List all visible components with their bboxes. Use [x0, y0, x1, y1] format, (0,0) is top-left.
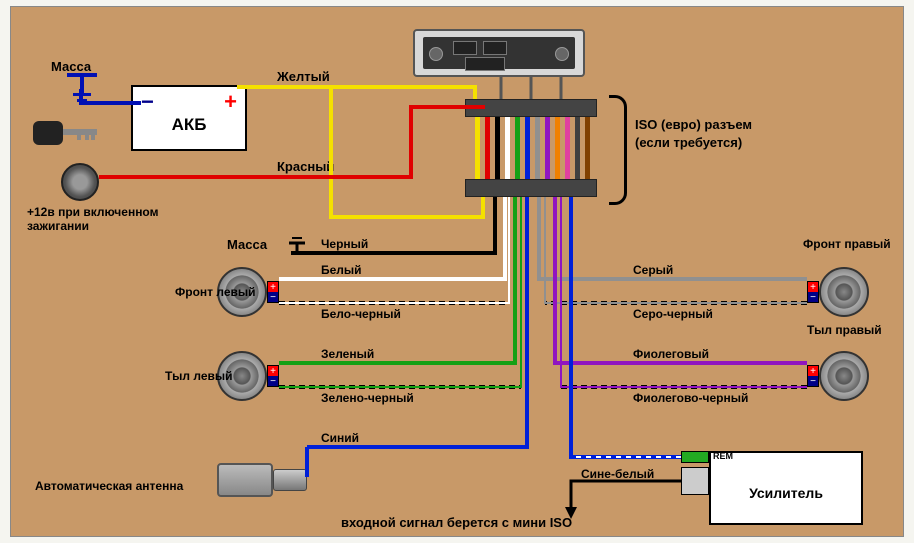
- iso-connector-bottom: [465, 179, 597, 197]
- label-iso2: (если требуется): [635, 135, 742, 150]
- iso-wire: [585, 117, 590, 179]
- label-blue: Синий: [321, 431, 359, 445]
- battery-neg: −: [141, 89, 154, 115]
- label-violet: Фиолеговый: [633, 347, 709, 361]
- iso-wire: [575, 117, 580, 179]
- speaker-terminal: +−: [267, 281, 279, 303]
- label-whiteblack: Бело-черный: [321, 307, 401, 321]
- iso-wire: [505, 117, 510, 179]
- label-footer: входной сигнал берется с мини ISO: [341, 515, 572, 530]
- iso-wire: [475, 117, 480, 179]
- key-icon: [33, 121, 63, 145]
- speaker-terminal: +−: [267, 365, 279, 387]
- iso-wire: [565, 117, 570, 179]
- iso-wire: [555, 117, 560, 179]
- iso-connector-top: [465, 99, 597, 117]
- amp-input: [681, 467, 709, 495]
- label-iso: ISO (евро) разъем: [635, 117, 752, 132]
- iso-wire: [535, 117, 540, 179]
- speaker-terminal: +−: [807, 281, 819, 303]
- speaker: [819, 351, 869, 401]
- antenna: [217, 463, 273, 497]
- label-yellow: Желтый: [277, 69, 330, 84]
- label-mass: Масса: [51, 59, 91, 74]
- label-red: Красный: [277, 159, 334, 174]
- label-rearR: Тыл правый: [807, 323, 882, 337]
- iso-wire: [515, 117, 520, 179]
- label-rearL: Тыл левый: [165, 369, 233, 383]
- iso-wire: [545, 117, 550, 179]
- iso-wire: [525, 117, 530, 179]
- label-mass2: Масса: [227, 237, 267, 252]
- amp-label: Усилитель: [711, 485, 861, 501]
- bracket: [609, 95, 627, 205]
- label-white: Белый: [321, 263, 362, 277]
- label-antenna: Автоматическая антенна: [35, 479, 183, 493]
- radio-unit: [413, 29, 585, 77]
- speaker: [819, 267, 869, 317]
- amplifier: Усилитель: [709, 451, 863, 525]
- label-black: Черный: [321, 237, 368, 251]
- amp-rem-label: REM: [713, 451, 733, 461]
- label-greenblack: Зелено-черный: [321, 391, 414, 405]
- label-grey: Серый: [633, 263, 673, 277]
- battery-label: АКБ: [133, 115, 245, 135]
- label-bluewhite: Сине-белый: [581, 467, 654, 481]
- label-greyblack: Серо-черный: [633, 307, 713, 321]
- label-green: Зеленый: [321, 347, 374, 361]
- battery-pos: +: [224, 89, 237, 115]
- battery: − + АКБ: [131, 85, 247, 151]
- antenna-cyl: [273, 469, 307, 491]
- label-frontL: Фронт левый: [175, 285, 256, 299]
- amp-rem-port: [681, 451, 709, 463]
- iso-wire: [485, 117, 490, 179]
- speaker-terminal: +−: [807, 365, 819, 387]
- label-violetblack: Фиолегово-черный: [633, 391, 748, 405]
- ignition-switch: [61, 163, 99, 201]
- label-frontR: Фронт правый: [803, 237, 891, 251]
- label-ignition: +12в при включенном зажигании: [27, 205, 158, 233]
- iso-wire: [495, 117, 500, 179]
